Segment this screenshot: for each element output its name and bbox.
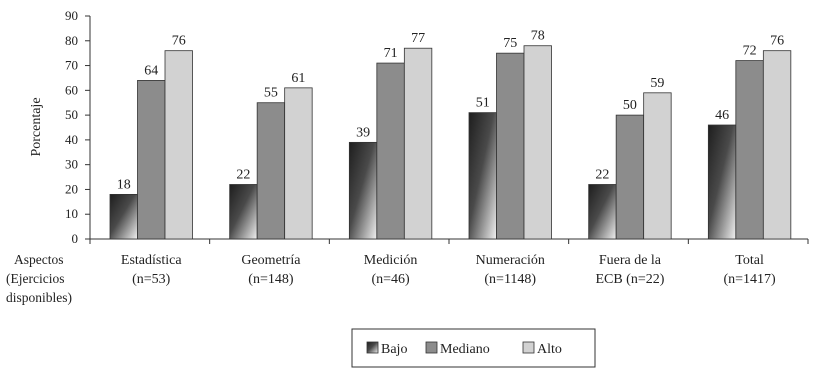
category-axis-title-line: Aspectos xyxy=(14,252,64,267)
legend-label-alto: Alto xyxy=(537,342,562,357)
legend-box xyxy=(351,328,596,368)
data-label: 22 xyxy=(595,167,609,182)
bar-alto xyxy=(643,92,672,240)
bar-alto xyxy=(284,87,313,240)
x-tick-label: Fuera de la xyxy=(599,253,662,268)
data-label: 22 xyxy=(236,167,250,182)
bar-mediano xyxy=(496,52,525,240)
x-tick-label: Estadística xyxy=(121,253,182,268)
bars: 18 22 39 51 22 46 64 55 71 75 50 72 76 61 77 78 59 76 xyxy=(109,29,792,240)
y-axis-title: Porcentaje xyxy=(29,97,44,156)
legend-label-mediano: Mediano xyxy=(440,342,490,357)
x-tick-label: Numeración xyxy=(476,253,545,268)
bar-alto xyxy=(164,50,193,240)
y-tick-label: 90 xyxy=(65,8,78,23)
data-label: 59 xyxy=(650,76,664,91)
data-label: 46 xyxy=(715,108,729,123)
data-label: 51 xyxy=(476,96,490,111)
data-label: 39 xyxy=(356,125,370,140)
legend-swatch-alto xyxy=(522,341,535,354)
y-tick-label: 20 xyxy=(65,181,78,196)
bar-alto xyxy=(403,47,433,240)
y-tick-label: 60 xyxy=(65,82,78,97)
x-tick-label: (n=1417) xyxy=(723,272,776,287)
data-label: 50 xyxy=(623,98,637,113)
x-tick-label: (n=148) xyxy=(248,272,294,287)
x-tick-label: (n=53) xyxy=(132,272,171,287)
bar-alto xyxy=(762,50,792,240)
data-label: 55 xyxy=(264,86,278,101)
x-tick-label: (n=46) xyxy=(371,272,410,287)
bar-mediano xyxy=(376,62,405,240)
data-label: 76 xyxy=(172,34,186,49)
y-tick-label: 10 xyxy=(65,206,78,221)
bar-mediano xyxy=(615,114,645,240)
category-axis-title-line: (Ejercicios xyxy=(6,271,64,286)
legend-swatch-mediano xyxy=(425,341,438,354)
y-tick-label: 70 xyxy=(65,58,78,73)
y-tick-label: 0 xyxy=(72,231,79,246)
bar-mediano xyxy=(256,102,286,240)
axes xyxy=(89,16,809,244)
data-label: 18 xyxy=(117,177,131,192)
legend-swatch-bajo xyxy=(366,341,379,354)
bar-mediano xyxy=(137,80,166,240)
bar-bajo xyxy=(229,184,258,240)
y-tick-label: 40 xyxy=(65,132,78,147)
bar-bajo xyxy=(468,112,497,240)
category-axis-title: Aspectos (Ejercicios disponibles) xyxy=(6,252,72,305)
data-label: 78 xyxy=(531,29,545,44)
y-tick-label: 50 xyxy=(65,107,78,122)
data-label: 71 xyxy=(384,46,398,61)
data-label: 77 xyxy=(411,31,425,46)
x-tick-label: ECB (n=22) xyxy=(595,272,664,287)
bar-bajo xyxy=(348,141,378,240)
bar-bajo xyxy=(707,124,737,240)
y-tick-label: 30 xyxy=(65,157,78,172)
legend: Bajo Mediano Alto xyxy=(351,328,596,368)
bar-mediano xyxy=(735,60,764,240)
bar-alto xyxy=(523,45,552,240)
x-tick-label: (n=1148) xyxy=(484,272,536,287)
data-label: 61 xyxy=(291,71,305,86)
x-tick-label: Geometría xyxy=(241,253,301,268)
x-tick-labels: Estadística (n=53) Geometría (n=148) Medició… xyxy=(121,253,776,287)
data-label: 72 xyxy=(743,44,757,59)
data-label: 76 xyxy=(770,34,784,49)
y-ticks: 0 10 20 30 40 50 60 70 80 90 xyxy=(65,8,90,246)
y-tick-label: 80 xyxy=(65,33,78,48)
legend-label-bajo: Bajo xyxy=(381,342,407,357)
data-label: 64 xyxy=(144,63,158,78)
data-label: 75 xyxy=(503,36,517,51)
bar-bajo xyxy=(588,184,617,240)
category-axis-title-line: disponibles) xyxy=(6,290,72,305)
x-tick-label: Total xyxy=(735,253,764,268)
x-tick-label: Medición xyxy=(364,253,418,268)
bar-bajo xyxy=(109,193,138,240)
